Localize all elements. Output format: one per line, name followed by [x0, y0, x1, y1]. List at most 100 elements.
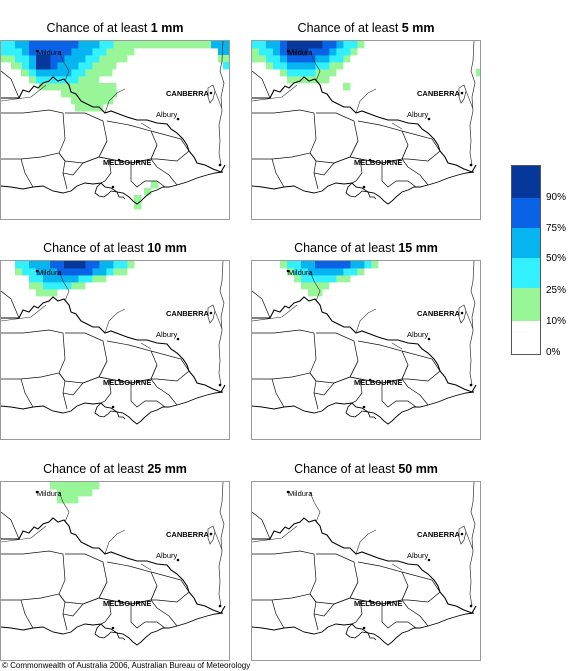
probability-cell [36, 289, 44, 297]
probability-cell [308, 268, 316, 276]
copyright-notice: © Commonwealth of Australia 2006, Austra… [2, 661, 251, 670]
town-label-canberra: CANBERRA [417, 89, 461, 98]
probability-cell [46, 83, 54, 91]
probability-cell [29, 261, 37, 269]
probability-cell [315, 261, 323, 269]
probability-cell [127, 48, 135, 56]
probability-cell [50, 261, 58, 269]
act-border [207, 304, 216, 324]
district-boundary [82, 376, 112, 404]
probability-cell [43, 48, 51, 56]
probability-cell [15, 41, 23, 49]
probability-cell [183, 41, 191, 49]
panel-title-amount: 50 mm [398, 462, 438, 476]
town-label-mildura: Mildura [288, 268, 313, 277]
probability-cell [322, 261, 330, 269]
probability-cell [57, 69, 65, 77]
act-border [458, 84, 467, 104]
probability-cell [287, 55, 295, 63]
probability-cell [315, 55, 323, 63]
probability-cell [329, 48, 337, 56]
probability-cell [329, 275, 337, 283]
probability-cell [134, 41, 142, 49]
probability-cell [92, 48, 100, 56]
probability-cell [64, 275, 72, 283]
probability-cell [120, 261, 128, 269]
district-boundary [381, 604, 417, 629]
town-label-canberra: CANBERRA [166, 309, 210, 318]
river-line [355, 88, 377, 114]
town-marker-melbourne [117, 158, 121, 162]
river-line [309, 50, 321, 82]
probability-cell [315, 41, 323, 49]
town-marker-albury [176, 117, 180, 121]
town-label-albury: Albury [407, 551, 429, 560]
probability-cell [336, 48, 344, 56]
probability-cell [301, 62, 309, 70]
probability-cell [36, 268, 44, 276]
town-label-mildura: Mildura [288, 48, 313, 57]
river-line [465, 90, 474, 110]
panel-title-50mm: Chance of at least 50 mm [251, 462, 481, 476]
river-line [104, 308, 126, 334]
probability-cell [29, 48, 37, 56]
probability-cell [64, 482, 72, 490]
probability-cell [22, 55, 30, 63]
panel-title-prefix: Chance of at least [297, 21, 402, 35]
probability-cell [99, 48, 107, 56]
district-boundary [359, 599, 429, 627]
probability-cell [78, 268, 86, 276]
state-border [252, 517, 477, 614]
town-marker-mildura [35, 49, 39, 53]
probability-cell [71, 76, 79, 84]
river-line [140, 122, 152, 130]
probability-cell [85, 275, 93, 283]
probability-cell [223, 62, 229, 70]
district-boundary [58, 152, 84, 176]
river-line [252, 304, 298, 322]
probability-cell [218, 55, 226, 63]
panel-title-prefix: Chance of at least [294, 241, 399, 255]
district-boundary [252, 70, 271, 99]
probability-cell [308, 69, 316, 77]
probability-cell [308, 282, 316, 290]
probability-cell [21, 69, 29, 77]
probability-cell [329, 261, 337, 269]
town-marker-mildura [286, 490, 290, 494]
probability-cell [280, 55, 288, 63]
probability-cell [294, 41, 302, 49]
probability-cell [266, 55, 274, 63]
probability-cell [287, 62, 295, 70]
rainfall-probability-overlay [252, 41, 480, 91]
probability-cell [301, 69, 309, 77]
probability-cell [190, 41, 198, 49]
legend-swatch-10 [512, 288, 540, 321]
panel-title-25mm: Chance of at least 25 mm [0, 462, 230, 476]
legend-swatch-90 [512, 166, 540, 198]
panel-title-15mm: Chance of at least 15 mm [251, 241, 481, 255]
district-boundary [62, 613, 68, 631]
bay-outline [116, 191, 126, 200]
probability-cell [43, 69, 51, 77]
district-boundary [20, 599, 34, 629]
rainfall-probability-overlay [280, 261, 379, 297]
probability-cell [81, 83, 89, 91]
probability-cell [71, 261, 79, 269]
district-boundary [150, 571, 190, 603]
probability-cell [343, 55, 351, 63]
probability-cell [85, 268, 93, 276]
probability-cell [252, 41, 260, 49]
act-border [207, 84, 216, 104]
panel-title-prefix: Chance of at least [294, 462, 399, 476]
probability-cell [301, 268, 309, 276]
probability-cell [329, 268, 337, 276]
probability-cell [287, 48, 295, 56]
probability-cell [15, 48, 23, 56]
state-border [1, 296, 226, 393]
district-boundary [252, 329, 317, 380]
legend-label-50: 50% [546, 253, 567, 264]
probability-cell [57, 282, 65, 290]
locality-marker [218, 604, 222, 608]
probability-cell [43, 76, 51, 84]
probability-cell [75, 90, 83, 98]
